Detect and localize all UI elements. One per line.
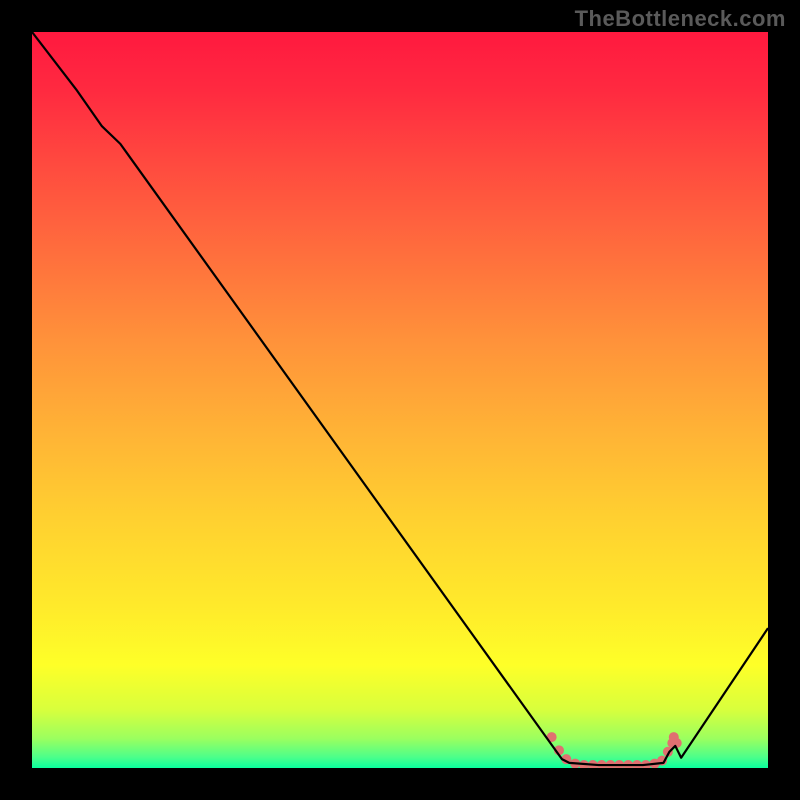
chart-svg	[32, 32, 768, 768]
gradient-background	[32, 32, 768, 768]
plot-area	[32, 32, 768, 768]
watermark-label: TheBottleneck.com	[575, 6, 786, 32]
chart-container: TheBottleneck.com	[0, 0, 800, 800]
